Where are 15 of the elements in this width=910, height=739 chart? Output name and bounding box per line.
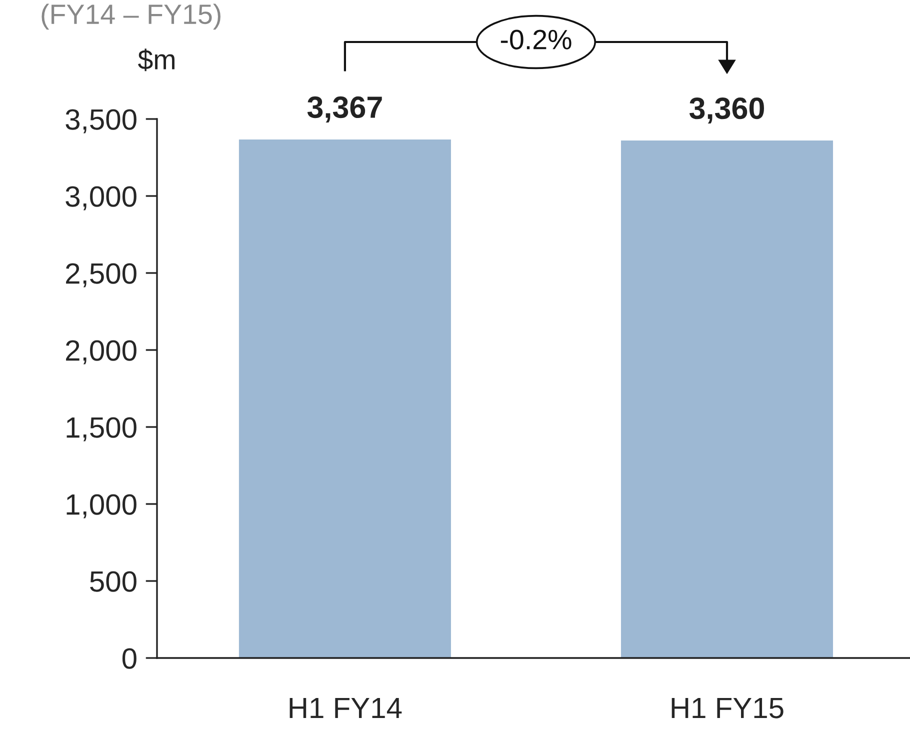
- data-label: 3,360: [689, 97, 764, 124]
- y-tick-label: 3,500: [66, 109, 136, 134]
- text: -0.2%: [500, 30, 572, 50]
- chart-title: (FY14 – FY15): [42, 4, 220, 30]
- x-tick-label: H1 FY14: [290, 698, 402, 718]
- y-tick-label: 2,500: [66, 263, 136, 288]
- y-tick-label: 1,500: [66, 417, 136, 442]
- data-label: 3,367: [307, 96, 382, 122]
- y-axis-title: $m: [138, 48, 174, 72]
- y-tick-label: 1,000: [66, 494, 136, 518]
- y-tick-label: 500: [90, 571, 136, 592]
- y-tick-label: 3,000: [66, 186, 136, 210]
- x-tick-label: H1 FY15: [672, 698, 784, 718]
- y-tick-label: 0: [122, 648, 136, 669]
- y-tick-label: 2,000: [66, 340, 136, 364]
